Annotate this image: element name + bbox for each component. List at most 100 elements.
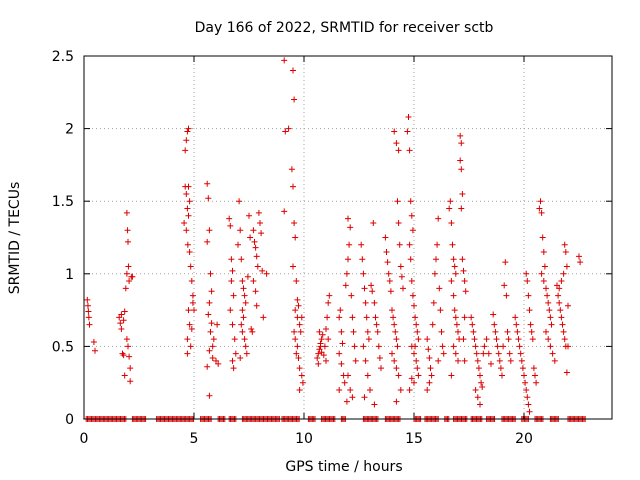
data-point: [500, 343, 507, 350]
data-point: [406, 386, 413, 393]
data-point: [84, 302, 91, 309]
data-point: [346, 241, 353, 248]
data-point: [90, 339, 97, 346]
data-point: [214, 321, 221, 328]
data-point: [471, 336, 478, 343]
data-point: [315, 360, 322, 367]
data-point: [238, 321, 245, 328]
data-point: [291, 96, 298, 103]
data-point: [373, 321, 380, 328]
data-point: [478, 379, 485, 386]
data-point: [206, 227, 213, 234]
data-point: [390, 314, 397, 321]
y-axis-label: SRMTID / TECUs: [7, 182, 23, 295]
data-point: [548, 321, 555, 328]
data-point: [343, 270, 350, 277]
data-point: [206, 392, 213, 399]
data-point: [207, 270, 214, 277]
data-point: [561, 241, 568, 248]
data-point: [240, 314, 247, 321]
data-point: [120, 352, 127, 359]
data-point: [469, 321, 476, 328]
data-point: [362, 299, 369, 306]
data-point: [372, 314, 379, 321]
y-tick-label: 2.5: [52, 49, 74, 65]
data-point: [536, 205, 543, 212]
data-point: [472, 386, 479, 393]
data-point: [523, 386, 530, 393]
data-point: [252, 288, 259, 295]
data-point: [411, 379, 417, 386]
data-point: [209, 355, 216, 362]
data-point: [122, 285, 129, 292]
x-tick-labels: 0 5 10 15 20: [80, 431, 533, 447]
data-point: [415, 372, 422, 379]
data-point: [527, 321, 534, 328]
data-point: [364, 372, 371, 379]
data-point: [513, 321, 520, 328]
data-point: [185, 212, 192, 219]
data-point: [186, 321, 193, 328]
data-point: [360, 343, 367, 350]
data-point: [242, 343, 249, 350]
data-point: [290, 67, 296, 74]
data-point: [576, 253, 582, 260]
data-point: [121, 372, 128, 379]
data-point: [521, 372, 527, 379]
data-point: [119, 350, 126, 357]
data-point: [226, 215, 233, 222]
data-point: [184, 350, 191, 357]
data-point: [525, 401, 532, 408]
chart-title: Day 166 of 2022, SRMTID for receiver sct…: [195, 20, 494, 36]
data-point: [184, 241, 191, 248]
data-point: [501, 282, 508, 289]
data-point: [538, 209, 545, 216]
data-point: [208, 320, 215, 327]
data-point: [86, 321, 93, 328]
data-point: [453, 321, 460, 328]
data-point: [365, 336, 372, 343]
data-point: [207, 328, 214, 335]
data-point: [408, 212, 415, 219]
data-point: [378, 365, 384, 372]
data-point: [455, 328, 461, 335]
data-point: [204, 238, 211, 245]
data-point: [523, 270, 530, 277]
data-point: [429, 321, 436, 328]
data-point: [438, 328, 445, 335]
data-point: [253, 302, 260, 309]
data-point: [562, 249, 569, 256]
y-tick-label: 2: [65, 122, 74, 138]
data-point: [290, 183, 296, 190]
data-point: [475, 365, 482, 372]
data-point: [400, 285, 406, 292]
data-point: [506, 350, 513, 357]
data-point: [349, 314, 356, 321]
data-point: [92, 347, 98, 354]
data-point: [424, 336, 431, 343]
data-point: [292, 307, 299, 314]
data-point: [347, 224, 354, 231]
data-point: [525, 292, 532, 299]
data-point: [524, 278, 531, 285]
data-point: [472, 343, 479, 350]
data-point: [367, 386, 373, 393]
data-point: [338, 328, 345, 335]
data-point: [360, 270, 367, 277]
data-point: [364, 328, 371, 335]
data-point: [458, 205, 465, 212]
data-point: [125, 238, 131, 245]
data-point: [480, 350, 487, 357]
data-point: [545, 336, 552, 343]
data-point: [244, 273, 251, 280]
data-point: [528, 328, 535, 335]
data-point: [126, 353, 133, 360]
data-point: [227, 307, 234, 314]
data-point: [237, 227, 244, 234]
data-point: [188, 325, 195, 332]
data-point: [124, 227, 131, 234]
data-point: [362, 357, 369, 364]
data-point: [206, 299, 213, 306]
data-point: [504, 328, 511, 335]
data-point: [397, 263, 404, 270]
